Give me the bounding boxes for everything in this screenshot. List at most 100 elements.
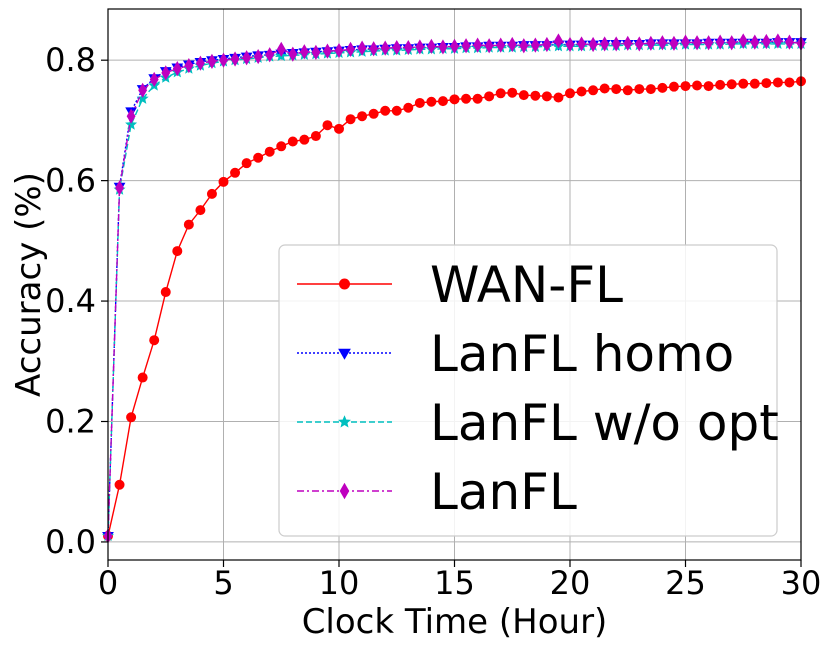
data-point — [623, 35, 633, 51]
data-point — [646, 35, 656, 51]
data-point — [219, 52, 228, 68]
data-point — [461, 93, 472, 104]
data-point — [380, 105, 391, 116]
data-point — [149, 335, 160, 346]
data-point — [692, 80, 703, 91]
legend-label: WAN-FL — [430, 256, 623, 314]
legend-swatch-marker — [338, 415, 351, 428]
series-wan-fl — [103, 76, 806, 541]
data-point — [657, 82, 668, 93]
data-point — [495, 88, 506, 99]
data-point — [207, 53, 217, 69]
data-point — [784, 77, 795, 88]
data-point — [369, 41, 379, 57]
y-axis-title: Accuracy (%) — [9, 172, 49, 397]
data-point — [634, 36, 644, 52]
data-point — [253, 152, 264, 163]
data-point — [599, 83, 610, 94]
data-point — [172, 246, 183, 257]
data-point — [265, 47, 275, 63]
data-point — [507, 36, 517, 53]
data-point — [357, 111, 368, 122]
y-tick-label: 0.4 — [45, 282, 96, 320]
data-point — [692, 35, 702, 51]
data-point — [414, 97, 425, 108]
data-point — [576, 86, 587, 97]
data-point — [473, 37, 483, 53]
data-point — [288, 46, 298, 62]
data-point — [681, 34, 690, 50]
data-point — [299, 44, 309, 60]
x-tick-label: 30 — [781, 564, 822, 602]
data-point — [611, 36, 621, 52]
x-tick-label: 0 — [98, 564, 118, 602]
data-point — [450, 38, 459, 54]
data-point — [761, 78, 772, 89]
data-point — [311, 44, 321, 60]
data-point — [276, 41, 286, 57]
data-point — [738, 78, 749, 89]
y-tick-label: 0.8 — [45, 41, 96, 79]
data-point — [287, 136, 298, 147]
data-point — [461, 38, 471, 54]
data-point — [426, 38, 436, 54]
data-point — [668, 81, 679, 92]
data-point — [183, 219, 194, 230]
data-point — [611, 84, 622, 95]
data-point — [519, 38, 529, 54]
data-point — [772, 77, 783, 88]
data-point — [542, 36, 552, 53]
data-point — [554, 33, 563, 49]
data-point — [738, 33, 748, 49]
x-tick-label: 10 — [319, 564, 360, 602]
data-point — [484, 91, 495, 102]
data-point — [253, 48, 263, 65]
x-tick-label: 25 — [665, 564, 706, 602]
data-point — [600, 36, 610, 52]
data-point — [704, 35, 714, 51]
data-point — [565, 36, 575, 53]
axis-ticks: 0 5 10 15 20 25 30 0.0 0.2 0.4 0.6 0.8 — [45, 41, 821, 602]
series-lanfl — [103, 33, 806, 544]
x-tick-label: 5 — [213, 564, 233, 602]
data-point — [750, 34, 760, 50]
data-point — [669, 35, 679, 51]
legend-entry: WAN-FL — [297, 256, 623, 314]
legend-entry: LanFL homo — [297, 325, 734, 383]
data-point — [322, 120, 333, 131]
y-tick-label: 0.6 — [45, 162, 96, 200]
data-point — [115, 180, 124, 196]
data-point — [541, 91, 552, 102]
x-axis-title: Clock Time (Hour) — [302, 602, 608, 642]
data-point — [125, 118, 138, 130]
data-point — [761, 33, 771, 50]
data-point — [449, 94, 460, 105]
data-point — [645, 84, 656, 95]
data-point — [472, 93, 483, 104]
data-point — [484, 38, 494, 54]
data-point — [242, 50, 252, 66]
data-point — [137, 372, 148, 383]
data-point — [161, 65, 171, 81]
data-point — [230, 167, 241, 178]
legend-swatch-marker — [339, 278, 350, 290]
data-point — [276, 141, 287, 152]
data-point — [368, 108, 379, 119]
data-point — [588, 36, 598, 53]
data-point — [553, 92, 564, 103]
data-point — [588, 85, 599, 96]
data-point — [530, 90, 541, 101]
data-point — [195, 205, 206, 216]
legend-entry: LanFL — [297, 463, 577, 521]
data-point — [184, 58, 194, 74]
data-point — [346, 41, 355, 57]
data-point — [345, 114, 356, 125]
data-point — [391, 105, 402, 116]
data-point — [415, 39, 425, 55]
data-point — [334, 42, 344, 59]
legend-swatch-marker — [338, 348, 351, 360]
data-point — [206, 188, 217, 199]
y-tick-label: 0.0 — [45, 523, 96, 561]
data-point — [218, 176, 229, 187]
